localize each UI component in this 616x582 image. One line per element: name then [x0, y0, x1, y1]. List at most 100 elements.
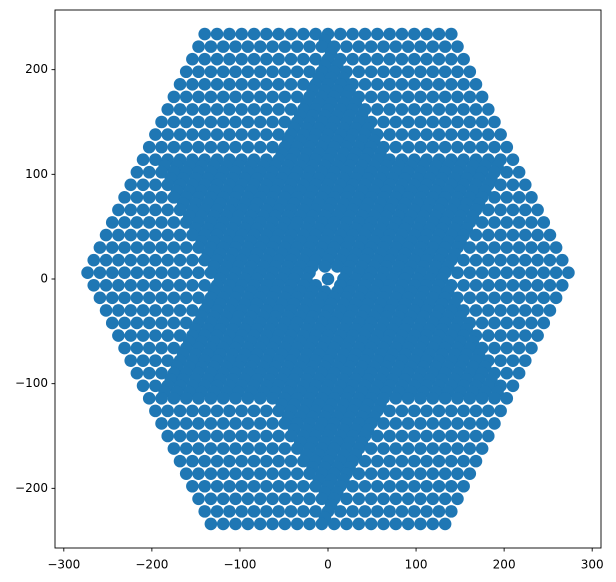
- scatter-point: [235, 505, 248, 518]
- scatter-point: [469, 228, 483, 242]
- scatter-point: [204, 442, 218, 455]
- scatter-point: [481, 253, 495, 267]
- scatter-point: [136, 178, 150, 192]
- scatter-point: [173, 203, 187, 217]
- scatter-point: [475, 266, 489, 280]
- scatter-point: [506, 228, 520, 242]
- scatter-point: [451, 467, 464, 480]
- scatter-point: [155, 216, 168, 229]
- scatter-point: [155, 115, 168, 129]
- scatter-point: [149, 203, 162, 217]
- scatter-point: [346, 27, 359, 41]
- scatter-point: [364, 467, 378, 480]
- scatter-point: [309, 52, 322, 66]
- scatter-point: [142, 266, 156, 280]
- scatter-point: [179, 316, 193, 330]
- scatter-point: [494, 203, 507, 217]
- scatter-point: [463, 241, 477, 254]
- scatter-point: [475, 140, 489, 154]
- scatter-point: [488, 191, 501, 204]
- scatter-point: [469, 429, 483, 443]
- scatter-point: [161, 103, 175, 116]
- scatter-point: [124, 253, 138, 267]
- scatter-point: [235, 78, 248, 91]
- scatter-point: [297, 78, 310, 91]
- scatter-point: [518, 278, 532, 292]
- scatter-point: [118, 241, 131, 254]
- scatter-point: [500, 191, 514, 204]
- scatter-point: [426, 90, 440, 104]
- scatter-point: [235, 128, 248, 141]
- scatter-point: [525, 316, 538, 330]
- scatter-point: [438, 140, 452, 154]
- scatter-point: [562, 266, 575, 280]
- scatter-point: [167, 442, 181, 455]
- scatter-point: [457, 103, 470, 116]
- scatter-point: [142, 291, 156, 305]
- x-tick-label: 0: [324, 558, 332, 572]
- scatter-point: [414, 115, 427, 129]
- scatter-point: [266, 467, 279, 480]
- scatter-point: [272, 404, 285, 418]
- x-tick-label: 300: [581, 558, 604, 572]
- scatter-point: [512, 241, 526, 254]
- scatter-point: [426, 115, 440, 129]
- scatter-point: [444, 479, 458, 493]
- scatter-point: [426, 467, 440, 480]
- scatter-point: [309, 505, 322, 518]
- scatter-point: [93, 291, 107, 305]
- scatter-point: [253, 492, 267, 506]
- scatter-point: [284, 52, 298, 66]
- scatter-point: [112, 278, 125, 292]
- scatter-point: [124, 329, 138, 342]
- scatter-point: [463, 442, 477, 455]
- scatter-point: [451, 392, 464, 405]
- scatter-point: [334, 27, 347, 41]
- scatter-point: [260, 27, 273, 41]
- scatter-point: [543, 278, 557, 292]
- scatter-point: [155, 191, 168, 204]
- scatter-point: [500, 140, 514, 154]
- scatter-point: [330, 260, 344, 273]
- scatter-point: [389, 115, 403, 129]
- scatter-point: [420, 103, 433, 116]
- scatter-point: [260, 52, 273, 66]
- scatter-point: [377, 467, 390, 480]
- scatter-point: [186, 52, 199, 66]
- scatter-point: [506, 379, 520, 393]
- scatter-point: [223, 128, 236, 141]
- scatter-point: [549, 266, 563, 280]
- scatter-point: [229, 392, 242, 405]
- scatter-point: [444, 78, 458, 91]
- scatter-point: [284, 78, 298, 91]
- scatter-point: [481, 128, 495, 141]
- scatter-point: [99, 253, 113, 267]
- scatter-point: [247, 479, 261, 493]
- scatter-point: [235, 479, 248, 493]
- scatter-point: [414, 417, 427, 430]
- scatter-point: [210, 27, 224, 41]
- scatter-point: [481, 429, 495, 443]
- scatter-point: [253, 140, 267, 154]
- scatter-point: [260, 479, 273, 493]
- scatter-point: [371, 429, 384, 443]
- scatter-point: [297, 505, 310, 518]
- scatter-point: [543, 253, 557, 267]
- scatter-point: [130, 291, 144, 305]
- scatter-point: [395, 429, 409, 443]
- scatter-point: [438, 90, 452, 104]
- scatter-point: [198, 128, 212, 141]
- scatter-point: [395, 454, 409, 468]
- scatter-point: [266, 65, 279, 79]
- scatter-point: [278, 115, 292, 129]
- scatter-point: [216, 417, 230, 430]
- scatter-point: [198, 78, 212, 91]
- scatter-point: [420, 479, 433, 493]
- scatter-point: [186, 78, 199, 91]
- scatter-point: [303, 492, 316, 506]
- scatter-point: [494, 404, 507, 418]
- scatter-point: [192, 241, 205, 254]
- scatter-point: [173, 329, 187, 342]
- scatter-point: [297, 454, 310, 468]
- scatter-point: [377, 40, 390, 53]
